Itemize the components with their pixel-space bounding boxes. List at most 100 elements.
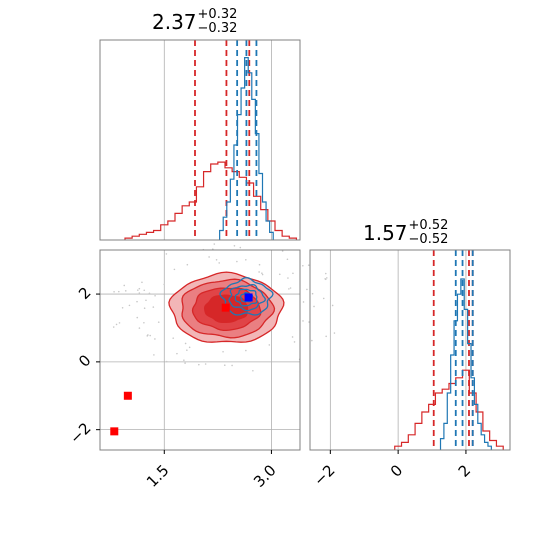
y-tick-label: 2 (75, 283, 94, 302)
scatter-point (291, 336, 294, 338)
scatter-point (278, 273, 281, 276)
scatter-point (222, 350, 224, 353)
y-tick-label: 0 (75, 351, 94, 370)
panel-right-histogram: −2 0 2 (309, 249, 511, 490)
scatter-point (143, 321, 145, 324)
scatter-point (163, 283, 165, 286)
scatter-point (325, 335, 327, 338)
scatter-point (152, 306, 155, 308)
scatter-point (292, 272, 294, 275)
scatter-point (287, 277, 289, 279)
scatter-point (173, 268, 176, 271)
scatter-point (117, 290, 120, 293)
panel-title-top: 2.37 +0.32 −0.32 (152, 8, 237, 36)
scatter-point (288, 288, 290, 290)
scatter-point (261, 272, 263, 274)
blue-histogram-step (219, 57, 274, 240)
title-top-minus: −0.32 (197, 21, 238, 36)
title-right-minus: −0.52 (408, 232, 449, 247)
scatter-point (184, 362, 186, 364)
scatter-point (138, 287, 141, 290)
scatter-point (289, 287, 292, 289)
scatter-point (333, 332, 336, 334)
scatter-point (123, 284, 126, 287)
scatter-point (148, 292, 151, 295)
x-tick-label: −2 (310, 461, 338, 489)
scatter-point (183, 359, 185, 361)
scatter-point (118, 322, 121, 324)
scatter-point (311, 339, 313, 342)
scatter-point (113, 290, 115, 293)
scatter-point (138, 327, 141, 329)
truth-marker (244, 293, 253, 302)
scatter-point (281, 250, 284, 252)
red-histogram-step (394, 369, 504, 450)
scatter-point (324, 278, 327, 281)
blue-contour-level (219, 276, 274, 316)
scatter-point (124, 290, 127, 292)
scatter-point (172, 337, 175, 339)
scatter-point (141, 281, 143, 284)
scatter-point (115, 323, 118, 326)
scatter-point (218, 262, 221, 264)
scatter-point (223, 364, 226, 367)
red-histogram-step (124, 161, 298, 240)
scatter-point (153, 354, 155, 356)
y-tick-label: −2 (66, 419, 94, 447)
truth-marker (221, 303, 230, 312)
scatter-point (252, 369, 254, 372)
scatter-point (136, 316, 139, 319)
scatter-point (331, 304, 334, 307)
scatter-point (149, 334, 151, 337)
title-top-errors: +0.32 −0.32 (198, 8, 238, 36)
scatter-point (311, 292, 314, 295)
title-top-value: 2.37 (152, 10, 197, 34)
scatter-point (324, 272, 327, 275)
scatter-point (236, 260, 238, 263)
scatter-point (138, 292, 141, 294)
scatter-point (204, 363, 207, 365)
scatter-point (136, 289, 139, 291)
panel-frame (309, 249, 511, 451)
scatter-point (154, 338, 156, 340)
scatter-point (165, 253, 168, 255)
scatter-point (302, 320, 304, 322)
scatter-point (112, 326, 115, 328)
x-tick-label: 1.5 (143, 461, 173, 491)
scatter-point (308, 321, 310, 323)
scatter-point (258, 271, 260, 273)
blue-contour-level (234, 288, 258, 307)
scatter-point (121, 306, 124, 309)
scatter-point (239, 246, 242, 249)
scatter-point (261, 273, 264, 276)
scatter-point (258, 263, 261, 266)
scatter-point (186, 263, 189, 266)
scatter-point (233, 244, 236, 247)
scatter-point (306, 288, 308, 291)
x-tick-label: 2 (455, 461, 474, 480)
scatter-point (302, 301, 305, 303)
scatter-point (146, 335, 149, 337)
scatter-point (143, 289, 146, 292)
title-right-value: 1.57 (363, 221, 408, 245)
scatter-point (215, 258, 218, 261)
panel-title-right: 1.57 +0.52 −0.52 (363, 219, 448, 247)
scatter-point (231, 364, 233, 367)
scatter-point (143, 307, 146, 310)
scatter-point (245, 349, 247, 352)
truth-marker (123, 391, 132, 400)
scatter-point (184, 342, 187, 345)
blue-contour-level (228, 283, 266, 312)
scatter-point (302, 264, 304, 267)
scatter-point (293, 341, 296, 343)
blue-histogram-step (439, 278, 492, 450)
scatter-point (145, 299, 147, 302)
scatter-point (322, 297, 325, 300)
title-right-errors: +0.52 −0.52 (409, 219, 449, 247)
scatter-point (213, 243, 216, 245)
scatter-point (325, 277, 328, 279)
x-tick-label: 0 (387, 461, 406, 480)
scatter-point (245, 258, 247, 261)
scatter-point (176, 352, 178, 355)
